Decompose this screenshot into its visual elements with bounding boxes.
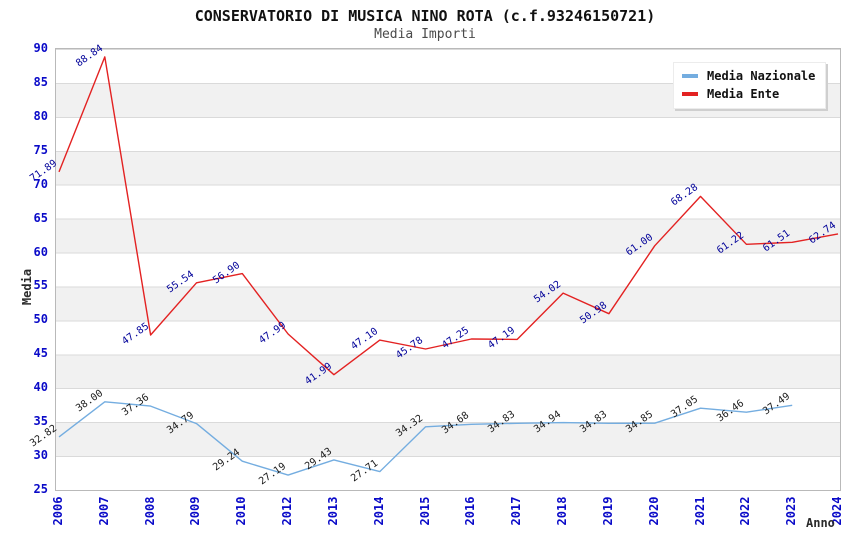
y-tick-45: 45 <box>33 346 48 361</box>
y-tick-85: 85 <box>33 74 48 89</box>
legend-label-media-ente: Media Ente <box>707 87 780 101</box>
gridlines <box>56 49 840 490</box>
x-tick-2016: 2016 <box>463 496 478 526</box>
x-tick-2014: 2014 <box>371 496 386 526</box>
x-tick-2020: 2020 <box>646 496 661 526</box>
y-tick-60: 60 <box>33 244 48 259</box>
x-tick-2007: 2007 <box>96 496 111 526</box>
legend-swatch-media-ente <box>682 92 698 96</box>
x-tick-2017: 2017 <box>509 496 524 526</box>
x-tick-2010: 2010 <box>234 496 249 526</box>
legend: Media Nazionale Media Ente <box>673 62 827 109</box>
y-tick-65: 65 <box>33 210 48 225</box>
y-tick-55: 55 <box>33 278 48 293</box>
legend-item-media-ente: Media Ente <box>682 85 815 103</box>
x-tick-2008: 2008 <box>142 496 157 526</box>
y-axis-title: Media <box>20 268 34 306</box>
x-tick-2019: 2019 <box>600 496 615 526</box>
x-tick-2015: 2015 <box>417 496 432 526</box>
legend-label-media-nazionale: Media Nazionale <box>707 69 816 83</box>
x-tick-2022: 2022 <box>738 496 753 526</box>
y-tick-40: 40 <box>33 380 48 395</box>
y-tick-30: 30 <box>33 448 48 463</box>
x-tick-2023: 2023 <box>784 496 799 526</box>
x-tick-2021: 2021 <box>692 496 707 526</box>
y-tick-75: 75 <box>33 142 48 157</box>
x-tick-2009: 2009 <box>188 496 203 526</box>
legend-item-media-nazionale: Media Nazionale <box>682 67 815 85</box>
series-lines <box>58 56 839 476</box>
y-tick-90: 90 <box>33 41 48 55</box>
y-tick-50: 50 <box>33 312 48 327</box>
plot-area <box>55 48 841 491</box>
chart-subtitle: Media Importi <box>374 27 476 42</box>
line-media-ente <box>58 56 839 376</box>
x-tick-2018: 2018 <box>555 496 570 526</box>
y-tick-35: 35 <box>33 414 48 429</box>
x-tick-2006: 2006 <box>51 496 65 526</box>
chart-title: CONSERVATORIO DI MUSICA NINO ROTA (c.f.9… <box>194 7 656 25</box>
x-tick-2013: 2013 <box>325 496 340 526</box>
legend-swatch-media-nazionale <box>682 74 698 78</box>
y-tick-70: 70 <box>33 176 48 191</box>
x-tick-2012: 2012 <box>280 496 295 526</box>
line-media-nazionale <box>58 401 793 476</box>
y-tick-80: 80 <box>33 108 48 123</box>
y-tick-25: 25 <box>33 482 48 496</box>
x-axis-title: Anno <box>806 516 835 530</box>
